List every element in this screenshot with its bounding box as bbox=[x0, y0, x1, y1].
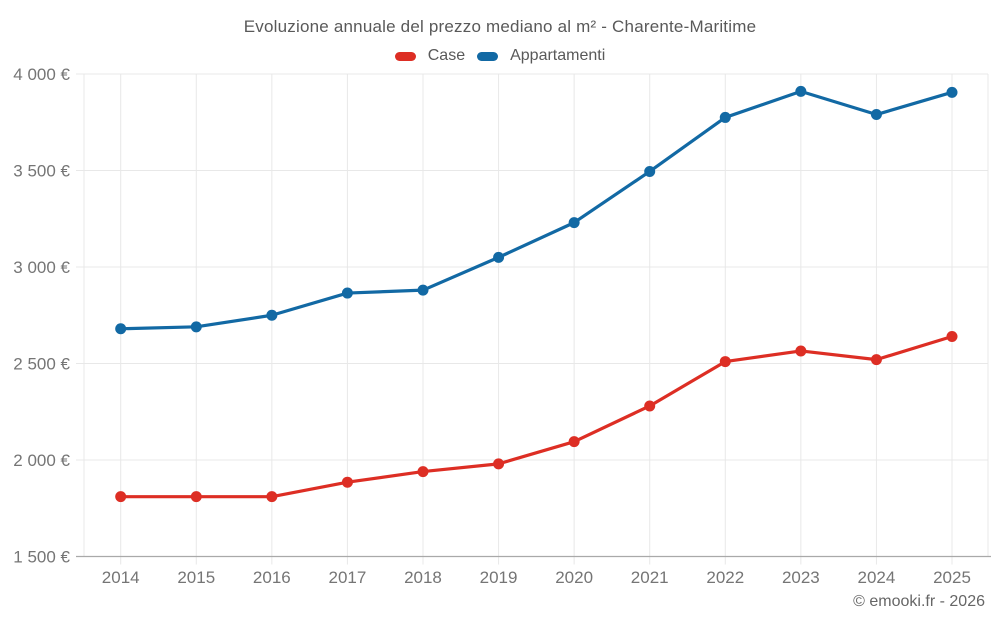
point-case-2016[interactable] bbox=[266, 491, 278, 503]
x-tick-label: 2024 bbox=[858, 568, 896, 587]
y-tick-label: 2 000 € bbox=[13, 451, 70, 470]
point-appartamenti-2022[interactable] bbox=[719, 111, 731, 123]
point-case-2024[interactable] bbox=[870, 354, 882, 366]
point-case-2023[interactable] bbox=[795, 345, 807, 357]
point-appartamenti-2015[interactable] bbox=[190, 321, 202, 333]
point-case-2020[interactable] bbox=[568, 436, 580, 448]
point-case-2025[interactable] bbox=[946, 330, 958, 342]
x-tick-label: 2020 bbox=[555, 568, 593, 587]
y-tick-label: 4 000 € bbox=[13, 65, 70, 84]
point-case-2017[interactable] bbox=[341, 476, 353, 488]
x-tick-label: 2022 bbox=[706, 568, 744, 587]
x-tick-label: 2016 bbox=[253, 568, 291, 587]
series-line-case bbox=[119, 334, 954, 499]
legend-swatch-appartamenti bbox=[477, 51, 499, 61]
legend-item-appartamenti[interactable]: Appartamenti bbox=[477, 47, 605, 65]
point-case-2022[interactable] bbox=[719, 356, 731, 368]
gridlines-vertical bbox=[83, 74, 989, 565]
y-tick-label: 1 500 € bbox=[13, 548, 70, 567]
copyright-footer: © emooki.fr - 2026 bbox=[853, 593, 985, 610]
x-tick-label: 2025 bbox=[933, 568, 971, 587]
point-appartamenti-2014[interactable] bbox=[115, 323, 127, 335]
y-tick-label: 3 500 € bbox=[13, 162, 70, 181]
legend: Case Appartamenti bbox=[0, 47, 1000, 65]
point-case-2018[interactable] bbox=[417, 466, 429, 478]
point-case-2015[interactable] bbox=[190, 491, 202, 503]
x-tick-label: 2023 bbox=[782, 568, 820, 587]
x-tick-label: 2019 bbox=[480, 568, 518, 587]
x-tick-label: 2021 bbox=[631, 568, 669, 587]
point-appartamenti-2020[interactable] bbox=[568, 217, 580, 229]
y-tick-label: 2 500 € bbox=[13, 355, 70, 374]
x-tick-label: 2014 bbox=[102, 568, 140, 587]
point-appartamenti-2019[interactable] bbox=[493, 251, 505, 263]
point-appartamenti-2016[interactable] bbox=[266, 309, 278, 321]
series-appartamenti bbox=[115, 85, 958, 335]
gridlines-horizontal bbox=[76, 73, 988, 461]
x-tick-label: 2018 bbox=[404, 568, 442, 587]
series-case bbox=[115, 330, 958, 503]
legend-label-appartamenti: Appartamenti bbox=[510, 47, 606, 64]
point-appartamenti-2024[interactable] bbox=[870, 109, 882, 121]
point-appartamenti-2023[interactable] bbox=[795, 85, 807, 97]
point-appartamenti-2025[interactable] bbox=[946, 86, 958, 98]
point-appartamenti-2017[interactable] bbox=[341, 287, 353, 299]
x-axis-labels: 2014 2015 2016 2017 2018 2019 2020 2021 2022 2023… bbox=[102, 568, 971, 587]
x-tick-label: 2017 bbox=[329, 568, 367, 587]
point-appartamenti-2021[interactable] bbox=[644, 165, 656, 177]
x-tick-label: 2015 bbox=[177, 568, 215, 587]
series-line-appartamenti bbox=[119, 89, 954, 331]
legend-item-case[interactable]: Case bbox=[394, 47, 466, 65]
point-case-2019[interactable] bbox=[493, 458, 505, 470]
point-appartamenti-2018[interactable] bbox=[417, 284, 429, 296]
point-case-2021[interactable] bbox=[644, 400, 656, 412]
point-case-2014[interactable] bbox=[115, 491, 127, 503]
legend-label-case: Case bbox=[427, 47, 466, 64]
chart-title: Evoluzione annuale del prezzo mediano al… bbox=[243, 17, 757, 36]
y-axis-labels: 1 500 € 2 000 € 2 500 € 3 000 € 3 500 € 4 000… bbox=[13, 65, 70, 567]
legend-swatch-case bbox=[394, 51, 416, 61]
y-tick-label: 3 000 € bbox=[13, 258, 70, 277]
